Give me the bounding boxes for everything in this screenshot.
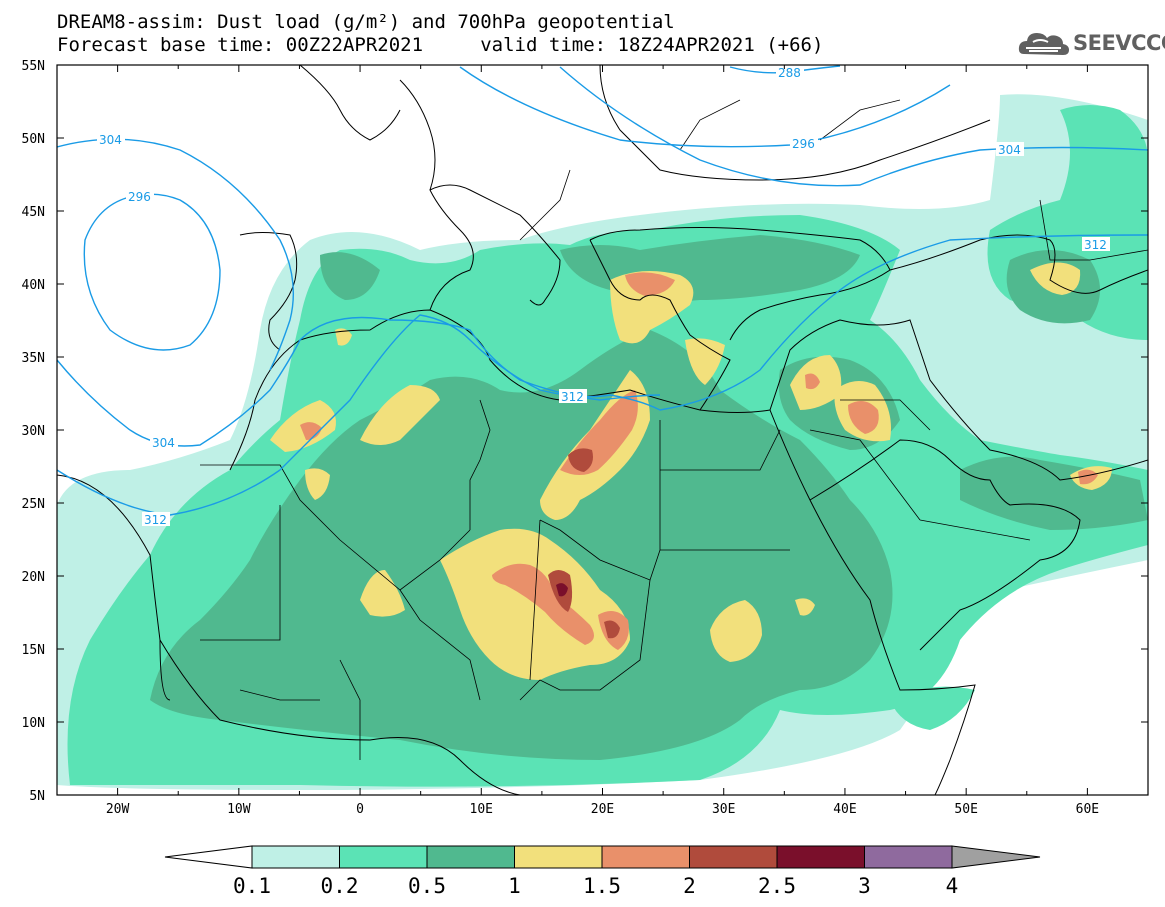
contour-304-east (559, 66, 1148, 187)
contour-label: 304 (998, 143, 1021, 157)
colorbar-cell (776, 845, 865, 869)
dust-level4-region (360, 570, 405, 617)
colorbar-right-arrow (951, 845, 1041, 869)
lat-tick-label: 35N (22, 351, 45, 366)
contour-label: 312 (561, 390, 584, 404)
dust-level4-region (305, 468, 330, 500)
dust-level4-region (1030, 262, 1081, 295)
colorbar-label: 2 (683, 874, 696, 898)
dust-level5-region (300, 422, 322, 440)
dust-level4-region (335, 328, 352, 346)
dust-level4-region (795, 598, 815, 616)
lat-tick-label: 20N (22, 570, 45, 585)
colorbar-label: 3 (858, 874, 871, 898)
colorbar-cell (689, 845, 778, 869)
dust-level2-region (890, 686, 975, 730)
dust-level5-region (625, 272, 675, 296)
lon-tick-label: 40E (833, 802, 856, 817)
contour-label: 304 (99, 133, 122, 147)
dust-level6-region (568, 448, 593, 472)
contour-label: 296 (792, 137, 815, 151)
lon-tick-label: 20E (591, 802, 614, 817)
contour-296-east (459, 66, 951, 148)
colorbar-label: 0.5 (408, 874, 446, 898)
longitude-axis: 20W 10W 0 10E 20E 30E 40E 50E 60E (56, 65, 1149, 817)
forecast-time-line: Forecast base time: 00Z22APR2021 valid t… (57, 34, 824, 56)
colorbar-label: 0.1 (233, 874, 271, 898)
lat-tick-label: 40N (22, 278, 45, 293)
dust-level5-region (1078, 469, 1098, 485)
contour-296-loop (83, 193, 221, 351)
lat-tick-label: 55N (22, 59, 45, 74)
lat-tick-label: 5N (29, 789, 45, 804)
lon-tick-label: 10E (470, 802, 493, 817)
dust-level5-region (848, 401, 879, 434)
dust-level7-region (556, 583, 568, 597)
contour-label: 288 (778, 66, 801, 80)
dust-level5-region (492, 563, 594, 645)
dust-level4-region (710, 600, 762, 662)
colorbar-cell (864, 845, 953, 869)
lat-tick-label: 45N (22, 205, 45, 220)
country-borders (200, 99, 1148, 760)
contour-label: 312 (1084, 238, 1107, 252)
latitude-axis: 55N 50N 45N 40N 35N 30N 25N 20N 15N 10N 5N (22, 59, 1148, 804)
lon-tick-label: 20W (106, 802, 130, 817)
colorbar-cell (339, 845, 428, 869)
colorbar: 0.1 0.2 0.5 1 1.5 2 2.5 3 4 (164, 845, 1041, 898)
lat-tick-label: 25N (22, 497, 45, 512)
lat-tick-label: 15N (22, 643, 45, 658)
coastlines (57, 65, 1148, 795)
dust-level3-region (320, 252, 380, 300)
colorbar-label: 4 (946, 874, 959, 898)
contour-312 (57, 234, 1148, 516)
colorbar-left-arrow (164, 845, 253, 869)
geopotential-contours (57, 65, 1148, 516)
lat-tick-label: 30N (22, 424, 45, 439)
colorbar-label: 1 (508, 874, 521, 898)
colorbar-cell (601, 845, 690, 869)
colorbar-label: 1.5 (583, 874, 621, 898)
contour-labels: 288 296 304 296 304 304 312 312 312 (97, 65, 1110, 527)
contour-label: 296 (128, 190, 151, 204)
map-title: DREAM8-assim: Dust load (g/m²) and 700hP… (57, 11, 675, 33)
dust-level4-region (685, 338, 725, 385)
cloud-icon (1018, 33, 1069, 55)
colorbar-cell (251, 845, 340, 869)
lon-tick-label: 50E (954, 802, 977, 817)
dust-level4-region (610, 271, 694, 344)
lon-tick-label: 0 (356, 802, 364, 817)
dust-level6-region (604, 620, 620, 639)
lon-tick-label: 30E (712, 802, 735, 817)
lon-tick-label: 60E (1076, 802, 1099, 817)
lat-tick-label: 50N (22, 132, 45, 147)
lat-tick-label: 10N (22, 716, 45, 731)
contour-label: 304 (152, 436, 175, 450)
contour-304-north (57, 138, 294, 371)
dust-field: 288 296 304 296 304 304 312 312 312 (57, 65, 1148, 795)
seevccc-logo: SEEVCCC (1018, 27, 1165, 59)
logo-text: SEEVCCC (1073, 31, 1165, 55)
colorbar-cell (514, 845, 603, 869)
contour-label: 312 (144, 513, 167, 527)
dust-level4-region (360, 385, 440, 445)
dust-level5-region (805, 373, 820, 390)
colorbar-label: 0.2 (321, 874, 359, 898)
colorbar-label: 2.5 (758, 874, 796, 898)
colorbar-cell (426, 845, 515, 869)
lon-tick-label: 10W (227, 802, 251, 817)
